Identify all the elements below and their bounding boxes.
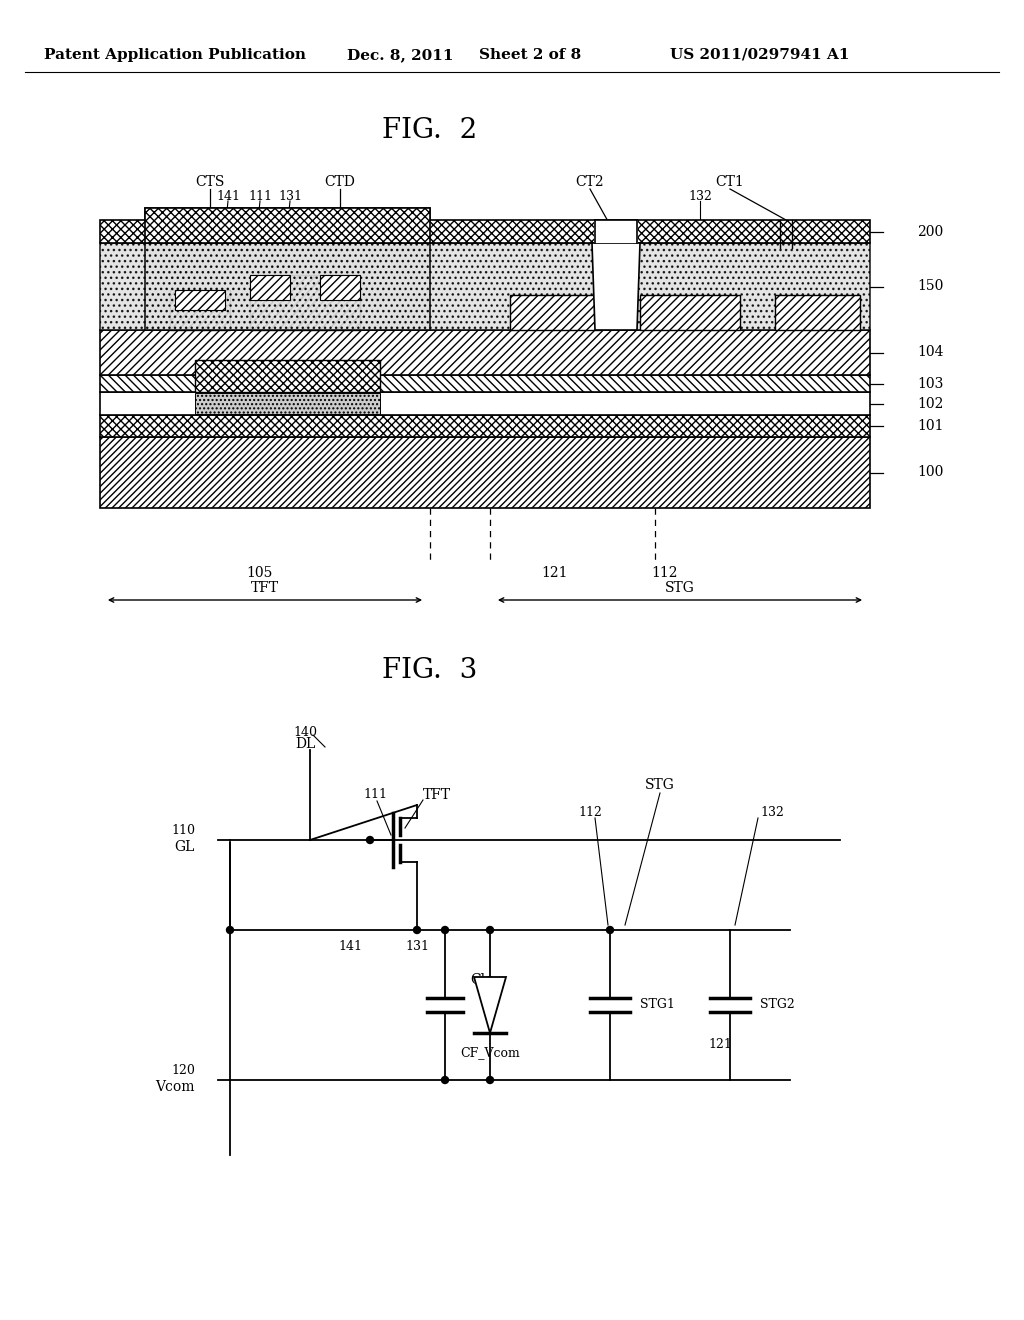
Bar (775, 294, 860, 330)
Text: CTD: CTD (325, 176, 355, 189)
Text: 102: 102 (918, 396, 943, 411)
Text: Sheet 2 of 8: Sheet 2 of 8 (479, 48, 582, 62)
Text: STG: STG (665, 581, 695, 595)
Circle shape (441, 927, 449, 933)
Text: STG2: STG2 (760, 998, 795, 1011)
Polygon shape (594, 220, 638, 243)
Text: 110: 110 (171, 824, 195, 837)
Text: 105: 105 (247, 566, 273, 579)
Text: 141: 141 (338, 940, 362, 953)
Circle shape (486, 1077, 494, 1084)
Bar (170, 290, 230, 330)
Circle shape (441, 1077, 449, 1084)
Bar (100, 414, 870, 437)
Bar (175, 290, 225, 310)
Text: Vcom: Vcom (156, 1080, 195, 1094)
Bar (319, 275, 360, 300)
Bar (195, 360, 380, 392)
Text: FIG.  3: FIG. 3 (382, 656, 477, 684)
Text: 150: 150 (918, 280, 943, 293)
Text: 101: 101 (918, 418, 943, 433)
Text: 131: 131 (278, 190, 302, 202)
Bar (250, 275, 290, 300)
Text: 200: 200 (918, 224, 943, 239)
Text: 121: 121 (542, 566, 568, 579)
Bar (100, 437, 870, 508)
Text: STG: STG (645, 777, 675, 792)
Text: US 2011/0297941 A1: US 2011/0297941 A1 (671, 48, 850, 62)
Bar (195, 393, 380, 414)
Circle shape (486, 927, 494, 933)
Text: CT2: CT2 (575, 176, 604, 189)
Text: 111: 111 (248, 190, 272, 202)
Text: 131: 131 (406, 940, 429, 953)
Text: 141: 141 (216, 190, 240, 202)
Bar (100, 375, 870, 392)
Text: 112: 112 (651, 566, 678, 579)
Text: GL: GL (175, 840, 195, 854)
Text: 132: 132 (688, 190, 712, 202)
Bar (250, 275, 360, 330)
Circle shape (367, 837, 374, 843)
Text: 112: 112 (579, 805, 602, 818)
Text: 140: 140 (293, 726, 317, 738)
Bar (100, 243, 870, 330)
Bar (100, 392, 870, 414)
Text: 132: 132 (760, 805, 784, 818)
Polygon shape (474, 977, 506, 1034)
Text: CTS: CTS (196, 176, 224, 189)
Bar (640, 294, 740, 330)
Bar (100, 220, 870, 243)
Text: 104: 104 (918, 346, 943, 359)
Text: CF_Vcom: CF_Vcom (460, 1047, 520, 1060)
Text: Clc: Clc (470, 973, 493, 987)
Text: FIG.  2: FIG. 2 (382, 116, 477, 144)
Text: TFT: TFT (423, 788, 452, 803)
Circle shape (226, 927, 233, 933)
Bar (145, 209, 430, 243)
Polygon shape (592, 243, 640, 330)
Text: TFT: TFT (251, 581, 280, 595)
Circle shape (414, 927, 421, 933)
Text: 121: 121 (708, 1039, 732, 1052)
Bar (510, 294, 600, 330)
Text: DL: DL (295, 737, 315, 751)
Bar (145, 209, 430, 330)
Text: Patent Application Publication: Patent Application Publication (44, 48, 306, 62)
Text: 103: 103 (918, 376, 943, 391)
Text: STG1: STG1 (640, 998, 675, 1011)
Text: 111: 111 (362, 788, 387, 801)
Text: 100: 100 (918, 466, 943, 479)
Circle shape (606, 927, 613, 933)
Text: Dec. 8, 2011: Dec. 8, 2011 (347, 48, 454, 62)
Text: CT1: CT1 (716, 176, 744, 189)
Bar (100, 330, 870, 375)
Text: 120: 120 (171, 1064, 195, 1077)
